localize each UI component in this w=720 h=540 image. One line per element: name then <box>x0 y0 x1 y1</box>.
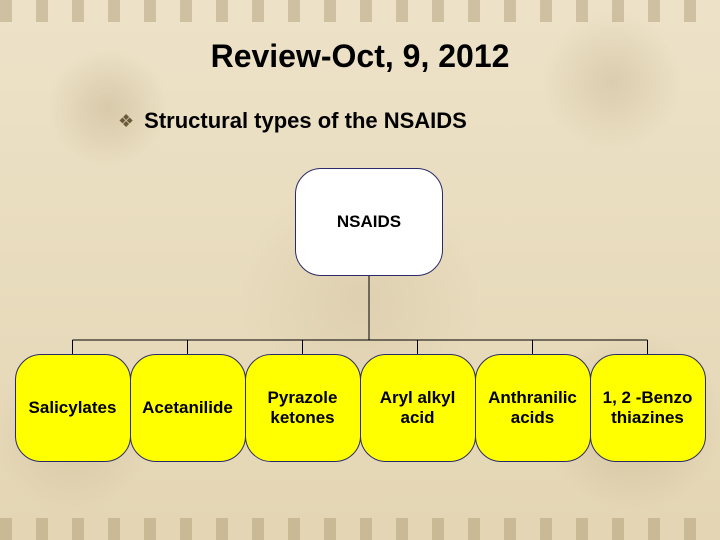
tree-leaf-node: Pyrazole ketones <box>245 354 361 462</box>
tree-leaf-node: Acetanilide <box>130 354 246 462</box>
bullet-row: ❖ Structural types of the NSAIDS <box>118 108 467 134</box>
tree-root-label: NSAIDS <box>337 212 401 232</box>
bullet-text: Structural types of the NSAIDS <box>144 108 467 134</box>
tree-leaf-label: 1, 2 -Benzo thiazines <box>595 388 701 427</box>
tree-leaf-node: 1, 2 -Benzo thiazines <box>590 354 706 462</box>
tree-leaf-node: Anthranilic acids <box>475 354 591 462</box>
tree-leaf-node: Salicylates <box>15 354 131 462</box>
decorative-border-bottom <box>0 518 720 540</box>
decorative-border-top <box>0 0 720 22</box>
tree-leaf-label: Aryl alkyl acid <box>365 388 471 427</box>
tree-leaf-label: Anthranilic acids <box>480 388 586 427</box>
page-title: Review-Oct, 9, 2012 <box>0 38 720 75</box>
tree-leaves-row: Salicylates Acetanilide Pyrazole ketonesAr… <box>0 354 720 462</box>
tree-leaf-label: Pyrazole ketones <box>250 388 356 427</box>
tree-leaf-label: Acetanilide <box>142 398 233 418</box>
tree-leaf-label: Salicylates <box>29 398 117 418</box>
tree-leaf-node: Aryl alkyl acid <box>360 354 476 462</box>
diamond-bullet-icon: ❖ <box>118 111 134 132</box>
tree-root-node: NSAIDS <box>295 168 443 276</box>
